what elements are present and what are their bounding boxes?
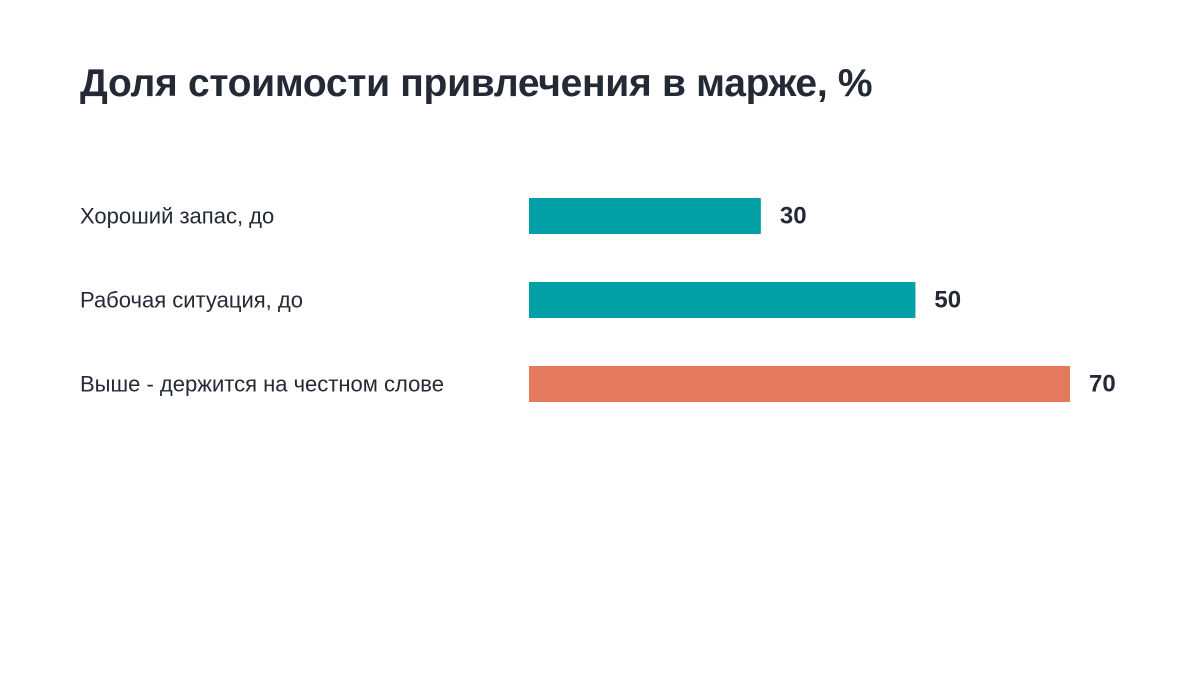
chart-title: Доля стоимости привлечения в марже, % <box>80 62 873 105</box>
value-label: 50 <box>934 287 961 314</box>
bar <box>529 282 916 318</box>
value-label: 70 <box>1089 371 1116 398</box>
bar <box>529 198 761 234</box>
category-label: Хороший запас, до <box>80 204 274 229</box>
bar <box>529 366 1070 402</box>
category-label: Рабочая ситуация, до <box>80 288 303 313</box>
category-label: Выше - держится на честном слове <box>80 372 444 397</box>
value-label: 30 <box>780 203 807 230</box>
